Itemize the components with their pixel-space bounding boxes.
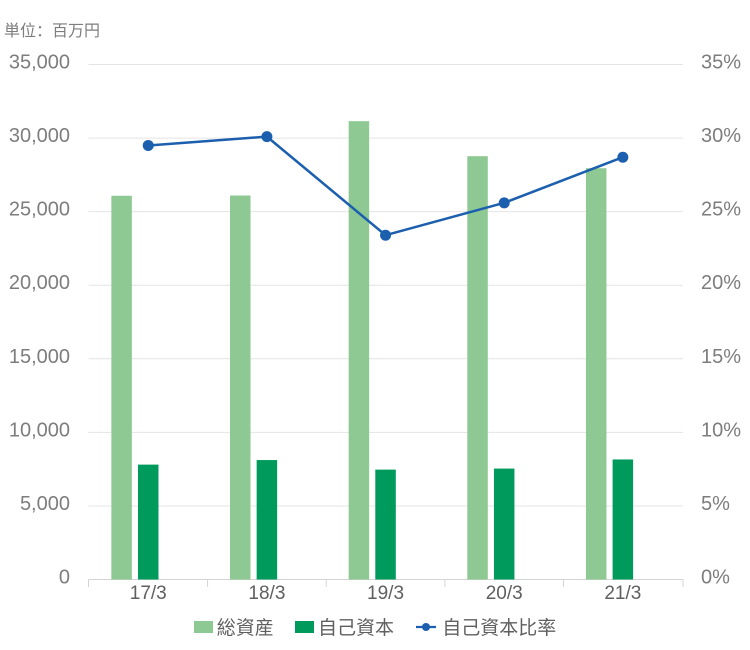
- svg-text:20/3: 20/3: [486, 583, 523, 604]
- svg-text:15%: 15%: [701, 346, 741, 368]
- svg-text:20,000: 20,000: [9, 272, 70, 294]
- svg-text:35,000: 35,000: [9, 52, 70, 74]
- svg-text:5%: 5%: [701, 493, 730, 515]
- svg-text:25,000: 25,000: [9, 199, 70, 221]
- svg-text:21/3: 21/3: [604, 583, 641, 604]
- svg-text:0%: 0%: [701, 567, 730, 589]
- svg-text:0: 0: [59, 567, 70, 589]
- svg-text:35%: 35%: [701, 52, 741, 74]
- svg-text:5,000: 5,000: [20, 493, 70, 515]
- svg-text:19/3: 19/3: [367, 583, 404, 604]
- svg-text:30%: 30%: [701, 125, 741, 147]
- svg-text:25%: 25%: [701, 199, 741, 221]
- svg-text:17/3: 17/3: [130, 583, 167, 604]
- svg-text:20%: 20%: [701, 272, 741, 294]
- svg-text:30,000: 30,000: [9, 125, 70, 147]
- svg-text:10%: 10%: [701, 419, 741, 441]
- svg-text:18/3: 18/3: [248, 583, 285, 604]
- svg-text:15,000: 15,000: [9, 346, 70, 368]
- svg-text:10,000: 10,000: [9, 419, 70, 441]
